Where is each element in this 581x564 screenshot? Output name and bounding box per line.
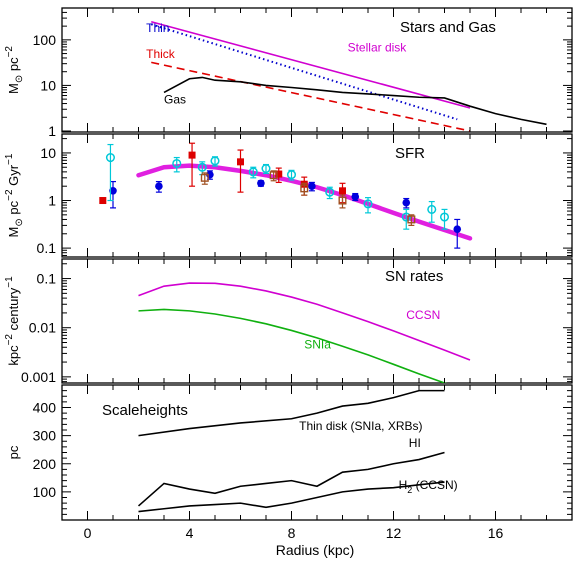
panel-title: Scaleheights bbox=[102, 402, 188, 419]
annotation: Thin bbox=[146, 21, 169, 35]
annotation: HI bbox=[409, 436, 421, 450]
series-line-h2-ccsn- bbox=[138, 481, 445, 513]
panel-frame bbox=[61, 133, 573, 258]
series-line-hi bbox=[137, 451, 445, 507]
panel-sn-rates: SN rates kpc−2 century−1 0.001 0.01 0.1 CCS… bbox=[4, 258, 573, 385]
plot-area bbox=[138, 282, 471, 383]
data-point-cyan-open bbox=[261, 163, 271, 175]
data-point-blue-filled bbox=[257, 179, 265, 188]
panel-title: SFR bbox=[395, 145, 425, 162]
svg-text:kpc−2 century−1: kpc−2 century−1 bbox=[4, 276, 21, 366]
y-tick-label: 0.1 bbox=[37, 271, 57, 287]
y-tick-label: 0.01 bbox=[29, 320, 56, 336]
data-point-blue-filled bbox=[109, 180, 117, 209]
data-point-blue-filled bbox=[308, 181, 316, 192]
data-point-cyan-open bbox=[210, 156, 220, 167]
y-axis-label: kpc−2 century−1 bbox=[4, 276, 21, 366]
data-point-blue-filled bbox=[402, 197, 411, 209]
x-tick-label: 8 bbox=[288, 525, 296, 541]
x-tick-label: 12 bbox=[386, 525, 402, 541]
y-tick-label: 1 bbox=[48, 123, 56, 139]
data-point-cyan-open bbox=[427, 200, 437, 223]
annotation: Gas bbox=[164, 93, 186, 107]
y-tick-label: 0.1 bbox=[37, 240, 57, 256]
data-point-cyan-open bbox=[363, 197, 373, 214]
data-point-brown-open bbox=[338, 194, 347, 209]
data-point-red-filled bbox=[188, 142, 196, 187]
x-tick-label: 4 bbox=[186, 525, 194, 541]
y-axis-label: pc bbox=[6, 445, 21, 459]
plot-area bbox=[137, 389, 445, 513]
data-point-red-filled bbox=[99, 197, 107, 205]
x-tick-label: 0 bbox=[84, 525, 92, 541]
y-tick-label: 200 bbox=[33, 456, 57, 472]
data-point-cyan-open bbox=[172, 156, 182, 173]
data-point-blue-filled bbox=[351, 192, 360, 202]
y-tick-label: 100 bbox=[33, 32, 57, 48]
series-line-ccsn bbox=[138, 282, 471, 361]
svg-text:pc: pc bbox=[6, 445, 21, 459]
panel-frame bbox=[61, 258, 573, 384]
panel-scaleheights: Scaleheights pc 100 200 300 400 0 4 8 12 16 Thin … bbox=[6, 384, 573, 541]
annotation: H2 (CCSN) bbox=[399, 478, 458, 495]
y-tick-label: 0.001 bbox=[21, 369, 56, 385]
annotation: SNIa bbox=[304, 337, 331, 351]
y-axis-label: M⊙ pc−2 Gyr−1 bbox=[4, 153, 25, 237]
data-point-cyan-open bbox=[105, 143, 115, 202]
annotation: Stellar disk bbox=[348, 41, 408, 55]
svg-text:M⊙ pc−2: M⊙ pc−2 bbox=[4, 46, 25, 94]
series-line-snia bbox=[138, 308, 447, 383]
x-tick-label: 16 bbox=[488, 525, 504, 541]
data-point-cyan-open bbox=[439, 208, 450, 230]
y-tick-label: 100 bbox=[33, 484, 57, 500]
panel-title: Stars and Gas bbox=[400, 19, 496, 36]
x-axis-label: Radius (kpc) bbox=[276, 542, 355, 558]
annotation: Thick bbox=[146, 47, 176, 61]
data-point-red-filled bbox=[275, 167, 283, 184]
data-point-cyan-open bbox=[325, 186, 335, 200]
series-line-gas bbox=[163, 76, 547, 126]
data-point-red-filled bbox=[237, 149, 244, 193]
annotation: Thin disk (SNIa, XRBs) bbox=[299, 419, 422, 433]
panel-title: SN rates bbox=[385, 268, 443, 285]
data-point-cyan-open bbox=[286, 169, 297, 181]
y-tick-label: 1 bbox=[48, 193, 56, 209]
data-point-brown-open bbox=[407, 214, 416, 226]
series-line-stellar-disk bbox=[151, 20, 471, 109]
panel-sfr: SFR M⊙ pc−2 Gyr−1 0.1 1 10 bbox=[4, 133, 573, 258]
y-tick-label: 300 bbox=[33, 428, 57, 444]
data-point-cyan-open bbox=[401, 208, 411, 230]
plot-area bbox=[150, 20, 547, 132]
y-tick-label: 10 bbox=[40, 145, 56, 161]
series-line-thick bbox=[151, 61, 471, 132]
data-point-blue-filled bbox=[155, 180, 163, 193]
panel-stars-and-gas: Stars and Gas M⊙ pc−2 1 10 100 Thin Thick Ste… bbox=[4, 7, 573, 139]
svg-text:M⊙ pc−2 Gyr−1: M⊙ pc−2 Gyr−1 bbox=[4, 153, 25, 237]
y-tick-label: 400 bbox=[33, 400, 57, 416]
data-point-brown-open bbox=[269, 170, 278, 182]
data-point-cyan-open bbox=[248, 166, 258, 179]
annotation: CCSN bbox=[406, 308, 440, 322]
plot-area bbox=[99, 142, 473, 249]
data-point-brown-open bbox=[300, 182, 309, 196]
series-line-thin-disk-snia-xrbs- bbox=[138, 389, 445, 437]
y-axis-label: M⊙ pc−2 bbox=[4, 46, 25, 94]
data-point-brown-open bbox=[200, 172, 209, 185]
y-tick-label: 10 bbox=[40, 77, 56, 93]
data-point-blue-filled bbox=[453, 218, 462, 249]
